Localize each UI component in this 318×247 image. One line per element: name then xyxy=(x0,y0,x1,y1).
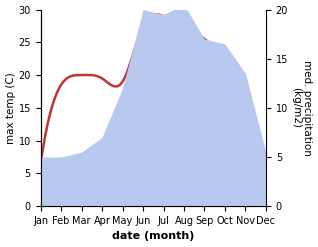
Y-axis label: med. precipitation
(kg/m2): med. precipitation (kg/m2) xyxy=(291,60,313,156)
Y-axis label: max temp (C): max temp (C) xyxy=(5,72,16,144)
X-axis label: date (month): date (month) xyxy=(112,231,194,242)
